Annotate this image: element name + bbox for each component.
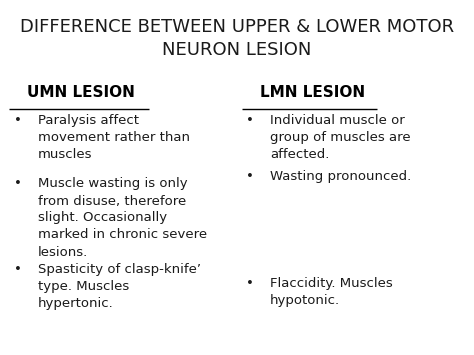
Text: Spasticity of clasp-knife’
type. Muscles
hypertonic.: Spasticity of clasp-knife’ type. Muscles… [38, 263, 201, 310]
Text: Paralysis affect
movement rather than
muscles: Paralysis affect movement rather than mu… [38, 114, 190, 160]
Text: •: • [246, 170, 255, 184]
Text: UMN LESION: UMN LESION [27, 85, 135, 100]
Text: Individual muscle or
group of muscles are
affected.: Individual muscle or group of muscles ar… [270, 114, 411, 160]
Text: Muscle wasting is only
from disuse, therefore
slight. Occasionally
marked in chr: Muscle wasting is only from disuse, ther… [38, 178, 207, 258]
Text: LMN LESION: LMN LESION [260, 85, 365, 100]
Text: •: • [14, 263, 22, 276]
Text: •: • [14, 178, 22, 191]
Text: DIFFERENCE BETWEEN UPPER & LOWER MOTOR
NEURON LESION: DIFFERENCE BETWEEN UPPER & LOWER MOTOR N… [20, 18, 454, 59]
Text: Wasting pronounced.: Wasting pronounced. [270, 170, 411, 184]
Text: Flaccidity. Muscles
hypotonic.: Flaccidity. Muscles hypotonic. [270, 277, 393, 307]
Text: •: • [14, 114, 22, 127]
Text: •: • [246, 114, 255, 127]
Text: •: • [246, 277, 255, 290]
